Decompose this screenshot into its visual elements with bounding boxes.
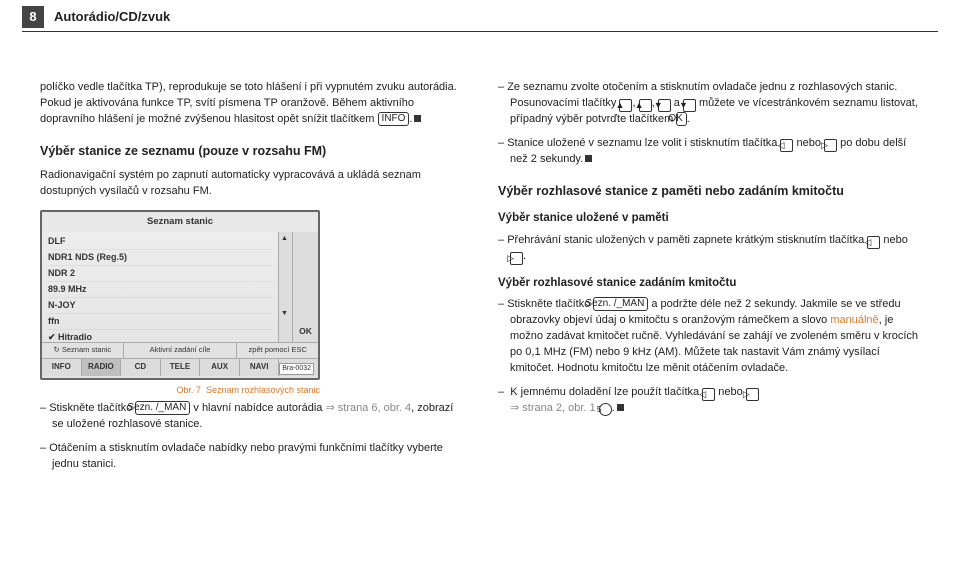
left-column: políčko vedle tlačítka TP), reprodukuje …: [40, 80, 462, 481]
right-bullet-1: – Ze seznamu zvolte otočením a stisknutí…: [498, 80, 920, 128]
up-single-icon: ▲: [619, 99, 632, 112]
ctrl-esc: zpět pomocí ESC: [237, 343, 318, 358]
info-button-label: INFO: [378, 112, 410, 126]
sezn-man-button: Sezn. /_MAN: [135, 401, 190, 415]
list-item: ffn: [48, 314, 272, 330]
ok-button-label: OK: [676, 112, 686, 126]
s1b-a: Přehrávání stanic uložených v paměti zap…: [507, 234, 867, 246]
sub2-bullet-1: – Stiskněte tlačítko Sezn. /_MAN a podrž…: [498, 297, 920, 377]
section-title-2: Výběr rozhlasové stanice z paměti nebo z…: [498, 182, 920, 200]
list-item: 89.9 MHz: [48, 282, 272, 298]
page-ref: ⇒ strana 6, obr. 4: [325, 402, 411, 414]
radio-screen: Seznam stanic DLF NDR1 NDS (Reg.5) NDR 2…: [40, 210, 320, 380]
tab-info: INFO: [42, 359, 82, 376]
ok-bar: OK: [292, 232, 318, 342]
end-marker-icon: [617, 404, 624, 411]
s2b2-b: nebo: [715, 386, 746, 398]
right-arrow-icon: ▷: [510, 252, 523, 265]
tab-tele: TELE: [161, 359, 201, 376]
left-bullet-2: – Otáčením a stisknutím ovladače nabídky…: [40, 441, 462, 473]
figure-code: Bra-0032: [279, 363, 314, 375]
ctrl-seznam: ↻ Seznam stanic: [42, 343, 124, 358]
tab-cd: CD: [121, 359, 161, 376]
intro-paragraph: políčko vedle tlačítka TP), reprodukuje …: [40, 80, 462, 128]
right-bullet-2: – Stanice uložené v seznamu lze volit i …: [498, 136, 920, 168]
right-arrow-icon: ▷: [824, 139, 837, 152]
s1b-b: nebo: [880, 234, 908, 246]
scrollbar: ▲ ▼: [278, 232, 292, 342]
tab-row: INFO RADIO CD TELE AUX NAVI MAP: [42, 358, 318, 376]
lb1-a: Stiskněte tlačítko: [49, 402, 135, 414]
left-arrow-icon: ◁: [780, 139, 793, 152]
sub2-bullet-2: – K jemnému doladění lze použít tlačítka…: [498, 385, 920, 417]
left-bullet-1: – Stiskněte tlačítko Sezn. /_MAN v hlavn…: [40, 401, 462, 433]
ring-number-icon: 5: [599, 403, 612, 416]
end-marker-icon: [414, 115, 421, 122]
figure-caption: Obr. 7 Seznam rozhlasových stanic: [40, 384, 320, 397]
ok-label: OK: [299, 325, 312, 337]
header-rule: [22, 31, 938, 32]
scroll-down-icon: ▼: [281, 309, 288, 319]
lb1-b: v hlavní nabídce autorádia: [190, 402, 325, 414]
section-title-1: Výběr stanice ze seznamu (pouze v rozsah…: [40, 142, 462, 160]
page-ref-2: ⇒ strana 2, obr. 1: [510, 402, 596, 414]
subsection-title-2: Výběr rozhlasové stanice zadáním kmitočt…: [498, 275, 920, 292]
caption-num: Obr. 7: [176, 385, 201, 395]
tab-navi: NAVI: [240, 359, 280, 376]
up-double-icon: ▲: [639, 99, 652, 112]
list-item: NDR 2: [48, 266, 272, 282]
list-item: DLF: [48, 234, 272, 250]
right-arrow-icon: ▷: [746, 388, 759, 401]
section-1-paragraph: Radionavigační systém po zapnutí automat…: [40, 168, 462, 200]
sub1-bullet: – Přehrávání stanic uložených v paměti z…: [498, 233, 920, 265]
s2b2-a: K jemnému doladění lze použít tlačítka: [510, 386, 702, 398]
manual-word: manuálně: [830, 314, 878, 326]
tab-aux: AUX: [200, 359, 240, 376]
caption-text: Seznam rozhlasových stanic: [206, 385, 320, 395]
down-single-icon: ▼: [658, 99, 671, 112]
s2b-a: Stiskněte tlačítko: [507, 298, 593, 310]
header-title: Autorádio/CD/zvuk: [54, 8, 170, 27]
rb2-a: Stanice uložené v seznamu lze volit i st…: [507, 137, 780, 149]
rb2-b: nebo: [793, 137, 824, 149]
page-number: 8: [22, 6, 44, 28]
tab-radio: RADIO: [82, 359, 122, 376]
ctrl-zadani: Aktivní zadání cíle: [124, 343, 238, 358]
end-marker-icon: [585, 155, 592, 162]
scroll-up-icon: ▲: [281, 234, 288, 244]
list-item: NDR1 NDS (Reg.5): [48, 250, 272, 266]
list-item: N-JOY: [48, 298, 272, 314]
left-arrow-icon: ◁: [867, 236, 880, 249]
station-list: DLF NDR1 NDS (Reg.5) NDR 2 89.9 MHz N-JO…: [42, 232, 278, 342]
right-column: – Ze seznamu zvolte otočením a stisknutí…: [498, 80, 920, 481]
lb2: Otáčením a stisknutím ovladače nabídky n…: [49, 442, 443, 470]
control-row: ↻ Seznam stanic Aktivní zadání cíle zpět…: [42, 342, 318, 358]
down-double-icon: ▼: [683, 99, 696, 112]
left-arrow-icon: ◁: [702, 388, 715, 401]
station-list-figure: Seznam stanic DLF NDR1 NDS (Reg.5) NDR 2…: [40, 210, 320, 397]
sezn-man-button: Sezn. /_MAN: [593, 297, 648, 311]
subsection-title-1: Výběr stanice uložené v paměti: [498, 210, 920, 227]
screen-title: Seznam stanic: [42, 212, 318, 232]
